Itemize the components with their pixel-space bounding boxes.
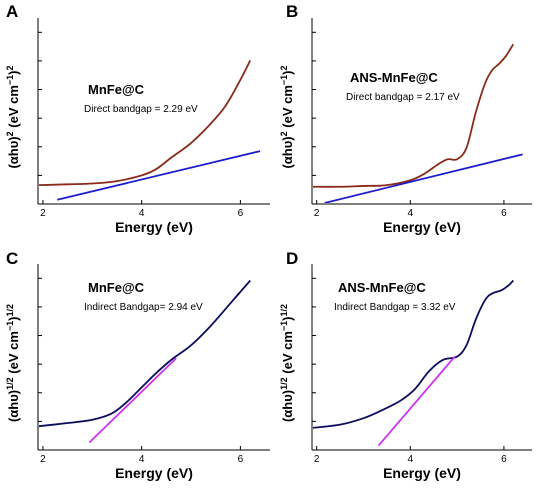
x-axis-label: Energy (eV) xyxy=(383,219,461,235)
x-axis-label: Energy (eV) xyxy=(115,219,193,235)
y-axis-label: (αhυ)2 (eV cm−1)2 xyxy=(5,65,21,168)
x-tick-label: 2 xyxy=(40,454,46,465)
x-tick-label: 6 xyxy=(238,454,244,465)
tangent-fit-line xyxy=(57,150,261,201)
tangent-fit-line xyxy=(324,153,523,203)
data-series-curve xyxy=(39,59,252,187)
annotation-title: ANS-MnFe@C xyxy=(350,70,438,85)
x-axis-label: Energy (eV) xyxy=(383,465,461,481)
panel-letter: A xyxy=(6,2,18,21)
x-tick-label: 2 xyxy=(314,454,320,465)
x-tick-label: 2 xyxy=(40,208,46,219)
tangent-fit-line xyxy=(377,356,456,447)
chart-panel-b: B 2 4 6 Energy (eV) (αhυ)2 (eV cm−1)2 ANS-MnFe… xyxy=(279,2,532,235)
data-series-curve xyxy=(313,279,514,429)
y-axis-label: (αhυ)1/2 (eV cm−1)1/2 xyxy=(5,304,21,422)
chart-panel-a: A 2 4 6 Energy (eV) (αhυ)2 (eV cm−1)2 MnFe@C Di… xyxy=(5,2,270,235)
x-axis-label: Energy (eV) xyxy=(115,465,193,481)
annotation-bandgap: Direct bandgap = 2.29 eV xyxy=(84,104,198,115)
tangent-fit-line xyxy=(88,357,177,444)
x-tick-label: 4 xyxy=(408,208,414,219)
x-tick-label: 2 xyxy=(314,208,320,219)
data-series-curve xyxy=(39,279,251,428)
x-tick-label: 4 xyxy=(139,454,145,465)
x-tick-label: 6 xyxy=(238,208,244,219)
data-series-curve xyxy=(313,43,515,188)
chart-panel-c: C 2 4 6 Energy (eV) (αhυ)1/2 (eV cm−1)1/2 MnFe… xyxy=(5,249,270,481)
x-tick-label: 4 xyxy=(408,454,414,465)
x-tick-label: 6 xyxy=(501,454,507,465)
panel-letter: B xyxy=(286,2,298,21)
panel-letter: C xyxy=(6,249,18,268)
y-axis-label: (αhυ)2 (eV cm−1)2 xyxy=(279,65,295,168)
annotation-bandgap: Indirect Bandgap = 3.32 eV xyxy=(334,302,456,313)
annotation-title: MnFe@C xyxy=(88,280,145,295)
annotation-bandgap: Indirect Bandgap= 2.94 eV xyxy=(84,302,203,313)
annotation-title: MnFe@C xyxy=(88,82,145,97)
annotation-bandgap: Direct bandgap = 2.17 eV xyxy=(346,92,460,103)
x-tick-label: 6 xyxy=(501,208,507,219)
x-tick-label: 4 xyxy=(139,208,145,219)
chart-panel-d: D 2 4 6 Energy (eV) (αhυ)1/2 (eV cm−1)1/2 ANS-… xyxy=(279,249,532,481)
annotation-title: ANS-MnFe@C xyxy=(338,280,426,295)
panel-letter: D xyxy=(286,249,298,268)
y-axis-label: (αhυ)1/2 (eV cm−1)1/2 xyxy=(279,304,295,422)
